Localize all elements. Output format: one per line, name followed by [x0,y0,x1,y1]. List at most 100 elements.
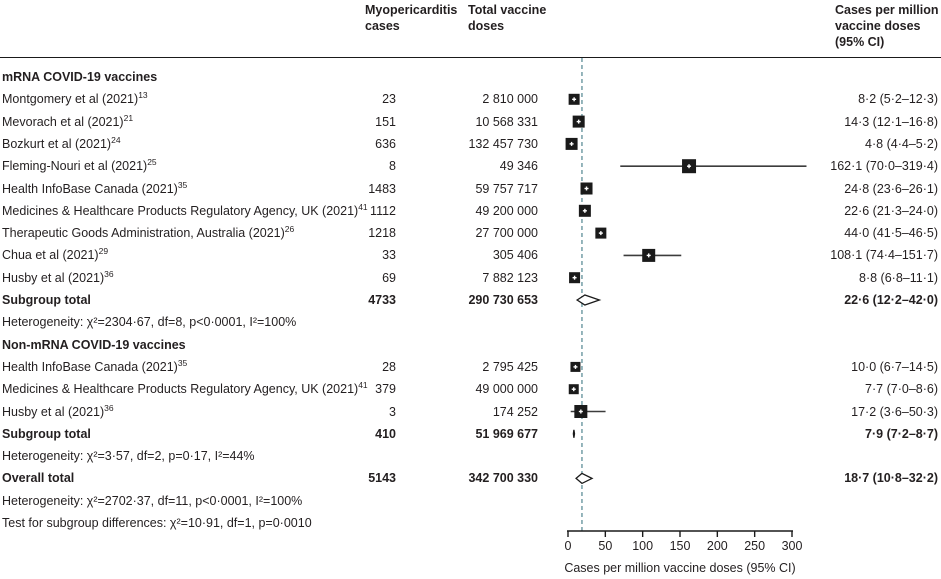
ci-value: 14·3 (12·1–16·8) [844,114,938,129]
ci-value: 162·1 (70·0–319·4) [830,159,938,174]
ci-value: 4·8 (4·4–5·2) [865,136,938,151]
table-row: Bozkurt et al (2021)24 636 132 457 730 4·8 … [0,133,941,155]
stat-text: Heterogeneity: χ²=2304·67, df=8, p<0·000… [2,315,297,330]
x-axis-tick-label: 100 [632,539,653,553]
doses-value: 49 000 000 [475,382,538,397]
reference-superscript: 36 [104,268,114,279]
reference-superscript: 35 [177,179,188,190]
table-row: Subgroup total 4733 290 730 653 22·6 (12·2–… [0,289,941,311]
table-row: Mevorach et al (2021)21 151 10 568 331 14·3… [0,111,941,133]
reference-superscript: 25 [147,157,157,168]
cases-value: 3 [389,404,396,419]
x-axis-tick-label: 50 [598,539,612,553]
ci-value: 22·6 (12·2–42·0) [844,293,938,307]
study-label: Subgroup total [2,293,91,307]
table-row: Therapeutic Goods Administration, Austra… [0,222,941,244]
table-row: Fleming-Nouri et al (2021)25 8 49 346 162·1… [0,155,941,177]
x-axis-tick-label: 150 [670,539,691,553]
cases-value: 23 [382,92,396,107]
reference-superscript: 13 [138,90,148,101]
ci-value: 7·7 (7·0–8·6) [865,382,938,397]
cases-value: 1483 [368,181,396,196]
stat-text: Heterogeneity: χ²=3·57, df=2, p=0·17, I²… [2,449,255,464]
table-row: Husby et al (2021)36 69 7 882 123 8·8 (6·8–… [0,267,941,289]
column-header-ci: Cases per million vaccine doses (95% CI) [835,3,939,49]
reference-superscript: 24 [111,134,121,145]
study-label: Health InfoBase Canada (2021)35 [2,357,188,374]
cases-value: 69 [382,270,396,285]
column-header-cases: Myopericarditis cases [365,3,458,33]
ci-value: 18·7 (10·8–32·2) [844,471,938,486]
x-axis-tick-label: 300 [782,539,803,553]
cases-value: 28 [382,359,396,374]
stat-text: Test for subgroup differences: χ²=10·91,… [2,516,312,530]
reference-superscript: 41 [358,380,368,391]
ci-value: 108·1 (74·4–151·7) [830,248,938,263]
ci-value: 8·2 (5·2–12·3) [858,92,938,107]
table-row: Heterogeneity: χ²=3·57, df=2, p=0·17, I²… [0,445,941,467]
doses-value: 290 730 653 [468,293,538,307]
cases-value: 5143 [368,471,396,486]
study-label: Subgroup total [2,426,91,441]
ci-value: 17·2 (3·6–50·3) [851,404,938,419]
table-row: Medicines & Healthcare Products Regulato… [0,200,941,222]
doses-value: 7 882 123 [482,270,538,285]
doses-value: 305 406 [492,248,538,263]
table-row: Montgomery et al (2021)13 23 2 810 000 8·2 … [0,88,941,110]
doses-value: 49 346 [499,159,538,174]
x-axis-tick-label: 0 [565,539,572,553]
study-label: Therapeutic Goods Administration, Austra… [2,223,295,241]
x-axis-tick-label: 250 [744,539,765,553]
doses-value: 51 969 677 [475,426,538,441]
study-label: Medicines & Healthcare Products Regulato… [2,380,368,397]
study-label: Overall total [2,471,75,486]
doses-value: 174 252 [492,404,538,419]
study-label: Bozkurt et al (2021)24 [2,134,121,151]
study-label: Health InfoBase Canada (2021)35 [2,179,188,196]
study-label: Fleming-Nouri et al (2021)25 [2,157,157,174]
doses-value: 2 810 000 [482,92,538,107]
study-label: mRNA COVID-19 vaccines [2,70,158,84]
doses-value: 59 757 717 [475,181,538,196]
cases-value: 379 [375,382,396,397]
doses-value: 2 795 425 [482,359,538,374]
doses-value: 27 700 000 [475,226,538,241]
cases-value: 636 [375,136,396,151]
doses-value: 342 700 330 [468,471,538,486]
header-divider [0,57,941,58]
ci-value: 44·0 (41·5–46·5) [844,226,938,241]
table-row: Heterogeneity: χ²=2702·37, df=11, p<0·00… [0,490,941,512]
stat-text: Heterogeneity: χ²=2702·37, df=11, p<0·00… [2,493,303,508]
table-row: Health InfoBase Canada (2021)35 28 2 795 4… [0,356,941,378]
column-header-doses: Total vaccine doses [468,3,547,33]
doses-value: 49 200 000 [475,203,538,218]
doses-value: 132 457 730 [468,136,538,151]
reference-superscript: 26 [284,223,295,234]
ci-value: 7·9 (7·2–8·7) [865,426,938,441]
reference-superscript: 29 [98,246,109,257]
x-axis-title: Cases per million vaccine doses (95% CI) [564,561,795,575]
cases-value: 151 [375,114,396,129]
cases-value: 8 [389,159,396,174]
table-row: Husby et al (2021)36 3 174 252 17·2 (3·6–50… [0,401,941,423]
table-row: Health InfoBase Canada (2021)35 1483 59 75… [0,178,941,200]
study-label: Husby et al (2021)36 [2,402,114,419]
study-label: Mevorach et al (2021)21 [2,112,134,129]
ci-value: 10·0 (6·7–14·5) [851,359,938,374]
table-row: Test for subgroup differences: χ²=10·91,… [0,512,941,534]
cases-value: 1112 [370,203,396,218]
study-label: Husby et al (2021)36 [2,268,114,285]
table-row: Medicines & Healthcare Products Regulato… [0,378,941,400]
doses-value: 10 568 331 [475,114,538,129]
cases-value: 1218 [368,226,396,241]
reference-superscript: 21 [123,112,134,123]
x-axis-tick-label: 200 [707,539,728,553]
table-row: Heterogeneity: χ²=2304·67, df=8, p<0·000… [0,311,941,333]
ci-value: 24·8 (23·6–26·1) [844,181,938,196]
ci-value: 8·8 (6·8–11·1) [859,270,938,285]
table-row: Overall total 5143 342 700 330 18·7 (10·8–3… [0,467,941,489]
table-row: mRNA COVID-19 vaccines [0,66,941,88]
reference-superscript: 41 [358,201,368,212]
cases-value: 410 [375,426,396,441]
